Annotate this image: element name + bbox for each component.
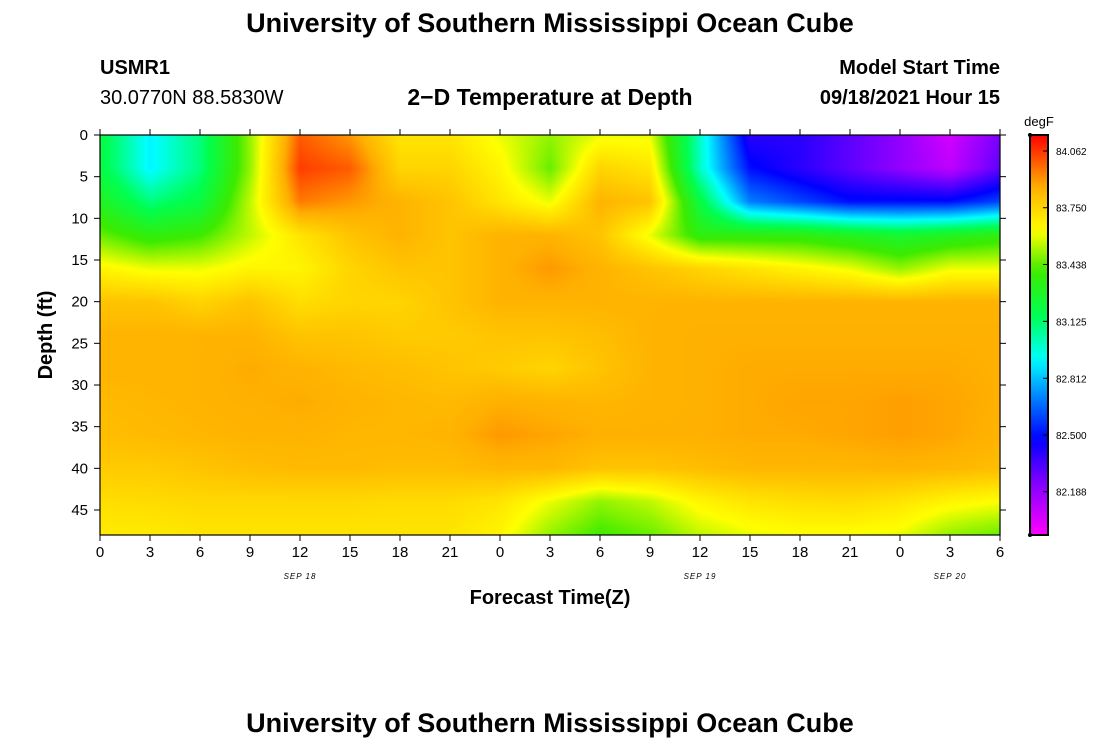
colorbar [1029,134,1049,536]
x-tick-label: 12 [692,544,709,561]
x-tick-label: 0 [96,544,104,561]
temperature-heatmap [100,135,1000,535]
x-tick-label: 21 [442,544,459,561]
x-tick-label: 3 [146,544,154,561]
x-tick-label: 3 [546,544,554,561]
colorbar-tick-label: 82.812 [1056,374,1087,385]
model-start-label: Model Start Time [839,57,1000,79]
station-location: 30.0770N 88.5830W [100,87,284,109]
model-start-value: 09/18/2021 Hour 15 [819,87,1000,109]
plot-title: 2−D Temperature at Depth [407,84,693,110]
colorbar-tick-label: 83.125 [1056,317,1087,328]
station-id: USMR1 [100,57,171,79]
y-axis-label: Depth (ft) [35,291,57,380]
colorbar-tick-label: 83.438 [1056,260,1087,271]
y-tick-label: 40 [71,460,88,477]
y-tick-label: 10 [71,210,88,227]
colorbar-tick-label: 82.500 [1056,431,1087,442]
footer-title: University of Southern Mississippi Ocean… [246,708,854,738]
colorbar-unit: degF [1024,114,1054,129]
date-label: SEP 18 [284,572,317,581]
x-axis-label: Forecast Time(Z) [470,587,631,609]
x-tick-label: 12 [292,544,309,561]
colorbar-tick-label: 82.188 [1056,488,1087,499]
x-tick-label: 9 [246,544,254,561]
y-tick-label: 0 [80,127,88,144]
colorbar-corner-dot [1028,133,1032,137]
colorbar-tick-label: 83.750 [1056,204,1087,215]
x-tick-label: 0 [896,544,904,561]
x-tick-label: 6 [196,544,204,561]
colorbar-tick-label: 84.062 [1056,147,1087,158]
x-tick-label: 3 [946,544,954,561]
date-label: SEP 20 [934,572,967,581]
x-tick-label: 6 [596,544,604,561]
y-tick-label: 30 [71,377,88,394]
y-tick-label: 5 [80,169,88,186]
date-label: SEP 19 [684,572,717,581]
y-tick-label: 20 [71,294,88,311]
x-tick-label: 21 [842,544,859,561]
x-tick-label: 0 [496,544,504,561]
y-tick-label: 35 [71,419,88,436]
x-tick-label: 6 [996,544,1004,561]
page-title: University of Southern Mississippi Ocean… [246,8,854,38]
y-tick-label: 25 [71,335,88,352]
x-tick-label: 15 [342,544,359,561]
y-tick-label: 45 [71,502,88,519]
x-tick-label: 9 [646,544,654,561]
x-tick-label: 15 [742,544,759,561]
x-tick-label: 18 [792,544,809,561]
x-tick-label: 18 [392,544,409,561]
colorbar-corner-dot [1028,533,1032,537]
y-tick-label: 15 [71,252,88,269]
